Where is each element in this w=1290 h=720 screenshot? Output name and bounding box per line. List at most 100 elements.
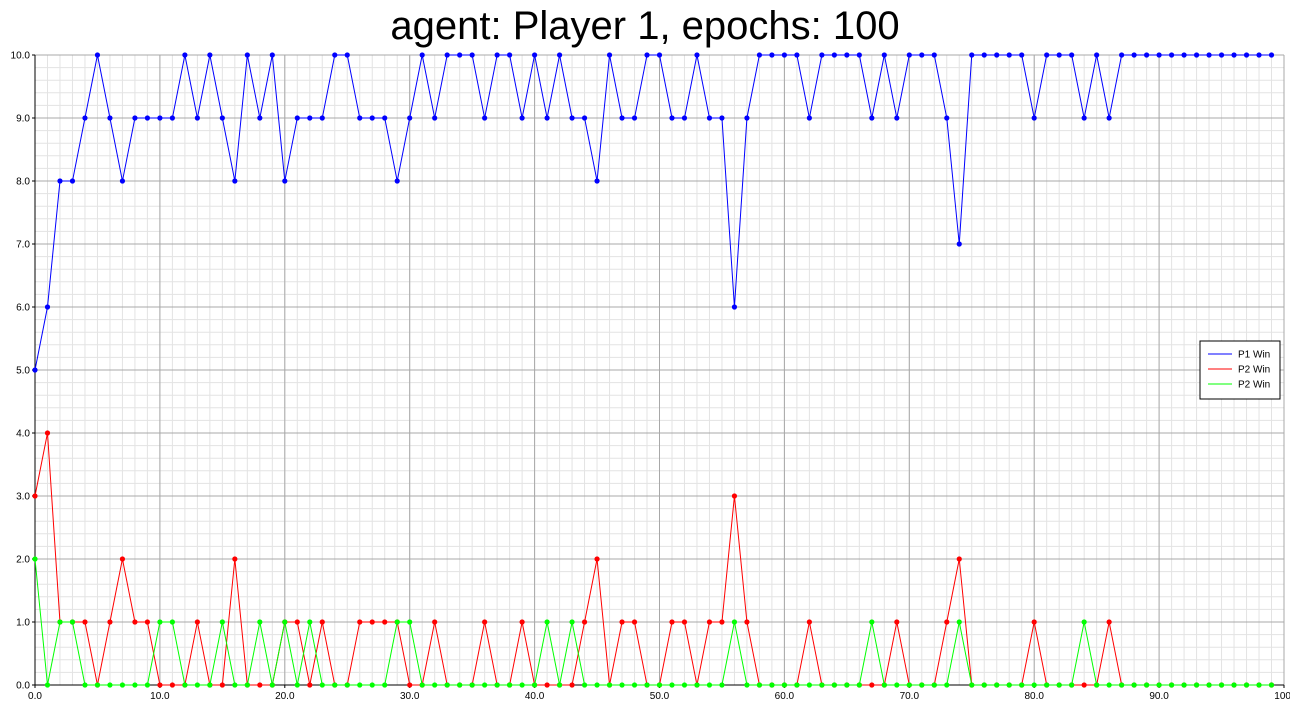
legend-box — [1199, 340, 1281, 400]
data-point — [1131, 682, 1137, 688]
data-point — [644, 52, 650, 58]
data-point — [32, 367, 38, 373]
series-line — [34, 54, 1272, 371]
data-point — [94, 52, 101, 58]
data-point — [94, 682, 101, 688]
data-point — [219, 619, 225, 625]
data-point — [132, 115, 138, 121]
data-point — [207, 682, 213, 688]
data-point — [82, 682, 88, 688]
data-point — [132, 619, 138, 625]
chart-grid — [34, 54, 1285, 686]
data-point — [1218, 52, 1225, 58]
data-point — [894, 682, 900, 688]
data-point — [357, 115, 363, 121]
y-tick-label: 1.0 — [16, 618, 30, 629]
data-point — [781, 52, 788, 58]
data-point — [894, 115, 900, 121]
data-point — [344, 682, 350, 688]
data-point — [107, 115, 113, 121]
data-point — [1268, 52, 1275, 58]
data-point — [1168, 682, 1175, 688]
data-point — [1019, 682, 1025, 688]
data-point — [44, 304, 51, 310]
data-point — [519, 115, 525, 121]
y-tick-label: 4.0 — [16, 429, 30, 440]
data-point — [82, 115, 88, 121]
data-point — [994, 682, 1000, 688]
data-point — [631, 682, 638, 688]
data-point — [1031, 619, 1037, 625]
data-point — [1218, 682, 1225, 688]
data-point — [432, 115, 438, 121]
data-point — [781, 682, 788, 688]
data-point — [594, 178, 600, 184]
data-point — [482, 619, 488, 625]
data-point — [719, 682, 725, 688]
y-tick-label: 2.0 — [16, 555, 30, 566]
chart-axes: 0.0 10.0 20.0 30.0 40.0 50.0 60.0 70.0 80.0 90.0 1… — [11, 51, 1290, 703]
data-point — [507, 682, 513, 688]
x-tick-label: 40.0 — [525, 691, 545, 702]
data-point — [307, 682, 313, 688]
x-tick-label: 100. — [1274, 691, 1290, 702]
data-point — [282, 178, 288, 184]
data-point — [719, 619, 725, 625]
data-point — [619, 115, 625, 121]
data-point — [232, 682, 238, 688]
data-point — [132, 682, 138, 688]
data-point — [1243, 682, 1250, 688]
data-point — [556, 682, 563, 688]
data-point — [57, 178, 63, 184]
data-point — [906, 52, 912, 58]
data-point — [844, 682, 850, 688]
data-point — [856, 52, 862, 58]
data-point — [357, 682, 363, 688]
data-point — [869, 619, 875, 625]
data-point — [182, 682, 188, 688]
data-point — [244, 52, 250, 58]
data-point — [706, 115, 713, 121]
x-tick-label: 20.0 — [275, 691, 295, 702]
data-point — [744, 115, 750, 121]
data-point — [344, 52, 350, 58]
data-point — [669, 115, 675, 121]
data-point — [1044, 52, 1050, 58]
data-point — [731, 304, 738, 310]
legend-label: P2 Win — [1238, 380, 1270, 391]
data-point — [956, 556, 962, 562]
data-point — [269, 52, 275, 58]
data-point — [357, 619, 363, 625]
data-point — [482, 115, 488, 121]
data-point — [581, 619, 588, 625]
x-tick-label: 0.0 — [28, 691, 42, 702]
data-point — [194, 619, 200, 625]
data-point — [144, 619, 151, 625]
data-point — [1256, 52, 1262, 58]
y-tick-label: 10.0 — [11, 51, 31, 62]
data-point — [494, 52, 500, 58]
data-point — [631, 115, 638, 121]
data-point — [1019, 52, 1025, 58]
data-point — [1231, 52, 1237, 58]
data-point — [931, 682, 937, 688]
data-point — [544, 115, 550, 121]
x-tick-label: 60.0 — [775, 691, 795, 702]
data-point — [919, 52, 925, 58]
data-point — [581, 115, 588, 121]
data-point — [444, 682, 450, 688]
data-point — [681, 619, 688, 625]
data-point — [382, 682, 388, 688]
data-point — [194, 115, 200, 121]
data-point — [332, 682, 338, 688]
data-point — [969, 52, 975, 58]
data-point — [282, 619, 288, 625]
data-point — [319, 682, 325, 688]
data-point — [69, 619, 76, 625]
data-point — [1131, 52, 1137, 58]
data-point — [1069, 52, 1075, 58]
data-point — [1206, 52, 1212, 58]
data-point — [881, 682, 887, 688]
data-point — [706, 682, 713, 688]
data-point — [869, 115, 875, 121]
